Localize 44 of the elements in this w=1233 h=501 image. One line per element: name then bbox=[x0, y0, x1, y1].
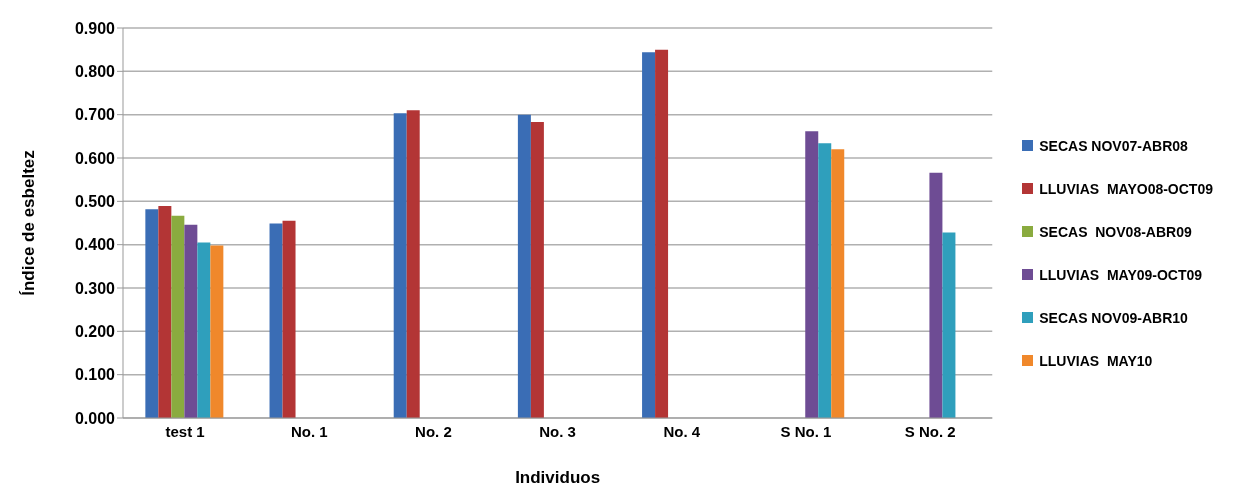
y-tick-label: 0.500 bbox=[74, 193, 116, 211]
bar bbox=[393, 113, 407, 418]
bar bbox=[145, 209, 159, 418]
legend-label: SECAS NOV07-ABR08 bbox=[1039, 137, 1188, 154]
y-tick-label: 0.300 bbox=[74, 279, 116, 297]
bar bbox=[642, 52, 656, 418]
bar bbox=[805, 131, 819, 418]
y-tick-label: 0.600 bbox=[74, 149, 116, 167]
x-tick-label: No. 3 bbox=[539, 422, 576, 440]
x-tick-label: No. 2 bbox=[415, 422, 452, 440]
bar bbox=[210, 245, 224, 418]
legend-label: LLUVIAS MAYO08-OCT09 bbox=[1039, 180, 1213, 197]
legend-label: LLUVIAS MAY09-OCT09 bbox=[1039, 266, 1203, 283]
bar bbox=[831, 149, 845, 418]
bar bbox=[929, 172, 943, 418]
x-tick-label: S No. 1 bbox=[780, 422, 832, 440]
legend-label: SECAS NOV09-ABR10 bbox=[1039, 309, 1188, 326]
y-axis-title: Índice de esbeltez bbox=[19, 150, 39, 296]
legend-label: SECAS NOV08-ABR09 bbox=[1039, 223, 1192, 240]
y-tick-label: 0.000 bbox=[74, 409, 116, 427]
y-tick-label: 0.100 bbox=[74, 366, 116, 384]
y-tick-label: 0.200 bbox=[74, 323, 116, 341]
bar bbox=[655, 49, 669, 418]
y-tick-label: 0.900 bbox=[74, 19, 116, 37]
bar bbox=[942, 232, 956, 418]
y-tick-label: 0.800 bbox=[74, 63, 116, 81]
bar bbox=[282, 220, 296, 418]
bar bbox=[158, 206, 172, 418]
bar bbox=[184, 224, 198, 418]
bar bbox=[530, 122, 544, 418]
x-tick-label: S No. 2 bbox=[904, 422, 956, 440]
x-tick-label: No. 4 bbox=[663, 422, 701, 440]
bar bbox=[406, 110, 420, 418]
x-axis-title: Individuos bbox=[515, 468, 601, 487]
bar bbox=[197, 242, 211, 418]
x-tick-label: No. 1 bbox=[290, 422, 328, 440]
legend-label: LLUVIAS MAY10 bbox=[1039, 352, 1153, 369]
x-tick-label: test 1 bbox=[165, 422, 205, 440]
y-tick-label: 0.700 bbox=[74, 106, 116, 124]
bar bbox=[517, 114, 531, 418]
bar bbox=[171, 215, 185, 418]
y-tick-label: 0.400 bbox=[74, 236, 116, 254]
bar bbox=[818, 143, 832, 418]
bar bbox=[269, 223, 283, 418]
